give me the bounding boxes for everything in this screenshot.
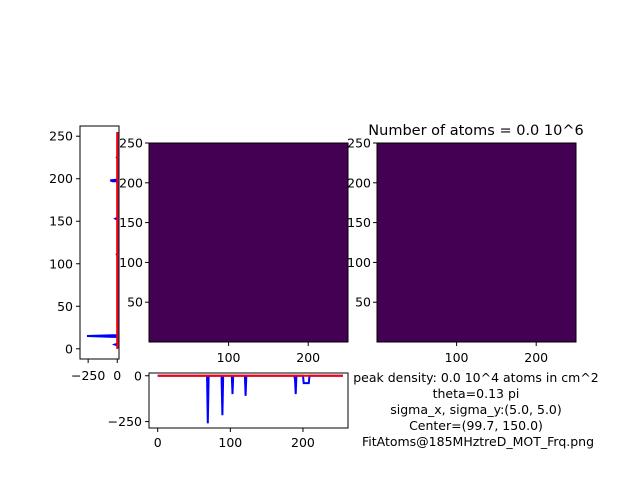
info-sigma: sigma_x, sigma_y:(5.0, 5.0) [390, 402, 562, 417]
y-tick-label: 50 [355, 295, 371, 310]
x-tick-label: 100 [217, 350, 241, 365]
info-theta: theta=0.13 pi [433, 386, 520, 401]
y-tick-label: 150 [119, 215, 143, 230]
horizontal-profile-lines [157, 374, 343, 424]
fit-image-heatmap [377, 143, 576, 342]
fit-info-block: peak density: 0.0 10^4 atoms in cm^2 the… [353, 370, 598, 449]
info-peak-density: peak density: 0.0 10^4 atoms in cm^2 [353, 370, 598, 385]
y-tick-label: 250 [119, 136, 143, 151]
y-tick-label: 150 [49, 214, 73, 229]
x-tick-label: −250 [71, 368, 105, 383]
horizontal-profile-data-line [157, 374, 343, 424]
y-tick-label: 0 [134, 368, 142, 383]
y-tick-label: 50 [57, 299, 73, 314]
vertical-profile-lines [86, 132, 119, 349]
x-tick-label: 200 [524, 350, 548, 365]
x-tick-label: 200 [296, 350, 320, 365]
y-tick-label: 250 [347, 136, 371, 151]
y-tick-label: 200 [49, 171, 73, 186]
x-tick-label: 200 [291, 435, 315, 450]
y-tick-label: 0 [65, 341, 73, 356]
vertical-profile-data-line [86, 132, 119, 349]
x-tick-label: 100 [218, 435, 242, 450]
raw-image-axes: 50 100 150 200 250 100 200 [119, 136, 349, 366]
y-tick-label: 50 [127, 295, 143, 310]
horizontal-profile-frame [148, 372, 349, 429]
y-tick-label: 100 [119, 255, 143, 270]
fit-image-axes: 50 100 150 200 250 100 200 [347, 136, 577, 366]
vertical-profile-ticks: 0 50 100 150 200 250 −250 0 [49, 129, 121, 383]
y-tick-label: 200 [119, 175, 143, 190]
y-tick-label: 150 [347, 215, 371, 230]
fit-image-frame [376, 142, 577, 343]
info-center: Center=(99.7, 150.0) [409, 418, 543, 433]
vertical-profile-frame [79, 125, 120, 360]
y-tick-label: 100 [347, 255, 371, 270]
y-tick-label: 200 [347, 175, 371, 190]
y-tick-label: −250 [108, 414, 142, 429]
y-tick-label: 250 [49, 129, 73, 144]
vertical-profile-axes: 0 50 100 150 200 250 −250 0 [49, 125, 121, 383]
chart-title: Number of atoms = 0.0 10^6 [368, 123, 583, 139]
raw-image-heatmap [149, 143, 348, 342]
x-tick-label: 0 [154, 435, 162, 450]
x-tick-label: 0 [113, 368, 121, 383]
raw-image-frame [148, 142, 349, 343]
info-filename: FitAtoms@185MHztreD_MOT_Frq.png [362, 434, 594, 449]
y-tick-label: 100 [49, 256, 73, 271]
x-tick-label: 100 [445, 350, 469, 365]
fit-image-ticks: 50 100 150 200 250 100 200 [347, 136, 548, 366]
raw-image-ticks: 50 100 150 200 250 100 200 [119, 136, 320, 366]
